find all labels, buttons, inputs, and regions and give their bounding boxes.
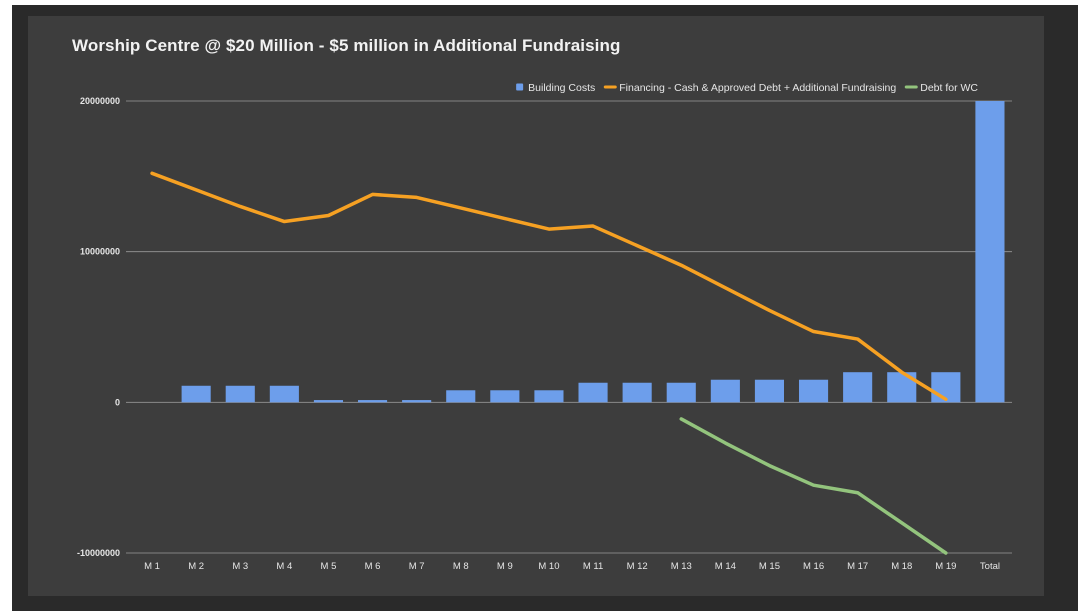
- y-tick-label: -10000000: [77, 548, 120, 558]
- bar: [710, 379, 740, 403]
- x-tick-label: M 13: [671, 561, 692, 572]
- bar: [798, 379, 829, 403]
- bar: [357, 400, 388, 403]
- x-tick-label: M 2: [188, 561, 204, 572]
- legend-label: Building Costs: [528, 82, 595, 94]
- y-tick-label: 20000000: [80, 96, 120, 106]
- x-tick-label: M 12: [627, 561, 648, 572]
- x-tick-label: M 11: [583, 561, 603, 572]
- x-tick-label: M 8: [453, 561, 469, 572]
- bar: [622, 382, 652, 403]
- chart-panel: [28, 16, 1044, 596]
- y-tick-label: 0: [115, 397, 120, 407]
- legend-label: Debt for WC: [920, 82, 978, 94]
- line-series: [150, 171, 948, 555]
- line-financing: [150, 171, 948, 402]
- bar: [313, 400, 344, 403]
- y-tick-label: 10000000: [80, 247, 120, 257]
- x-tick-label: M 3: [232, 561, 248, 572]
- x-tick-label: M 14: [715, 561, 736, 572]
- x-tick-label: M 9: [497, 561, 513, 572]
- x-axis-ticks: M 1 M 2 M 3 M 4 M 5 M 6 M 7 M 8 M 9 M 10 M 11 M 12 M…: [144, 561, 1000, 572]
- x-tick-label: M 6: [365, 561, 381, 572]
- bar: [269, 385, 299, 403]
- x-tick-label: M 17: [847, 561, 868, 572]
- bar: [225, 385, 255, 403]
- legend-swatch: [516, 83, 524, 91]
- bar: [578, 382, 608, 403]
- x-tick-label: M 10: [538, 561, 559, 572]
- line-debt-for-wc: [679, 417, 948, 555]
- bar: [754, 379, 785, 403]
- bar: [975, 101, 1005, 403]
- bar: [446, 390, 476, 403]
- x-tick-label: M 7: [409, 561, 425, 572]
- gridlines: [126, 100, 1012, 554]
- x-tick-label: M 5: [321, 561, 337, 572]
- x-tick-label: M 15: [759, 561, 780, 572]
- x-tick-label: M 18: [891, 561, 912, 572]
- bar: [181, 385, 211, 403]
- bar: [843, 372, 873, 403]
- bar: [666, 382, 696, 403]
- chart-title: Worship Centre @ $20 Million - $5 millio…: [72, 36, 621, 55]
- x-tick-label: Total: [980, 561, 1000, 572]
- bar: [534, 390, 564, 403]
- x-tick-label: M 19: [935, 561, 956, 572]
- legend: Debt for WC Financing - Cash & Approved D…: [516, 82, 978, 94]
- x-tick-label: M 16: [803, 561, 824, 572]
- bar: [402, 400, 432, 403]
- x-tick-label: M 4: [276, 561, 292, 572]
- x-tick-label: M 1: [144, 561, 160, 572]
- bar: [490, 390, 520, 403]
- y-axis-ticks: 20000000 10000000 0 -10000000: [77, 96, 120, 558]
- legend-label: Financing - Cash & Approved Debt + Addit…: [619, 82, 896, 94]
